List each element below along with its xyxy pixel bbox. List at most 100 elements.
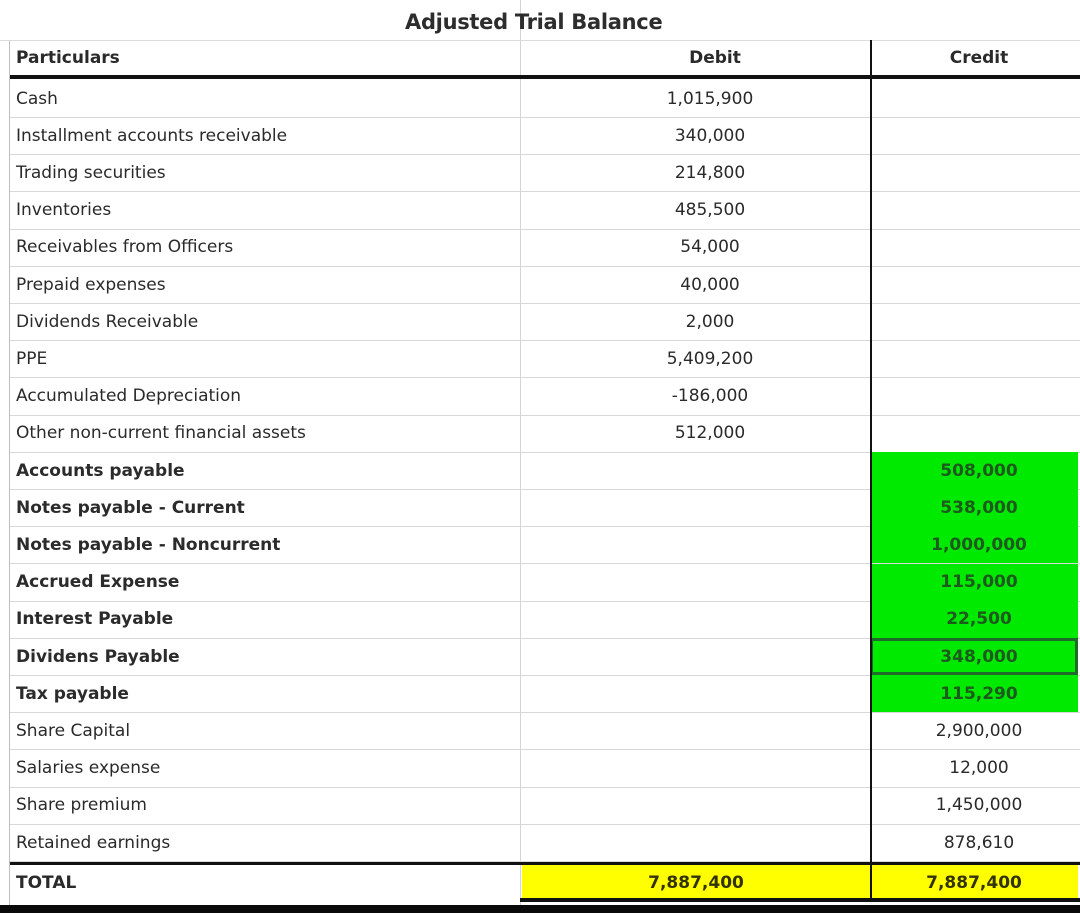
- credit-cell[interactable]: [870, 415, 1078, 452]
- table-row: Cash 1,015,900: [10, 80, 1080, 118]
- table-row: Share Capital 2,900,000: [10, 712, 1080, 751]
- total-label[interactable]: TOTAL: [16, 873, 77, 893]
- table-row: Notes payable - Noncurrent 1,000,000: [10, 526, 1080, 565]
- header-particulars[interactable]: Particulars: [16, 47, 120, 68]
- table-row: Dividens Payable 348,000: [10, 638, 1080, 676]
- particulars-cell[interactable]: Dividens Payable: [16, 646, 180, 667]
- header-debit[interactable]: Debit: [689, 47, 741, 68]
- particulars-cell[interactable]: PPE: [16, 348, 48, 369]
- total-double-underline: [520, 898, 1080, 902]
- table-row: Retained earnings 878,610: [10, 824, 1080, 862]
- credit-cell[interactable]: 878,610: [943, 832, 1015, 853]
- row-header-edge: [9, 40, 10, 910]
- table-row: Trading securities 214,800: [10, 154, 1080, 193]
- debit-cell[interactable]: [520, 489, 870, 526]
- debit-cell[interactable]: [520, 526, 870, 563]
- debit-cell[interactable]: 2,000: [685, 311, 735, 332]
- credit-cell[interactable]: 2,900,000: [935, 720, 1023, 741]
- debit-cell[interactable]: [520, 787, 870, 824]
- title-row: Adjusted Trial Balance: [0, 0, 1080, 41]
- table-row: Installment accounts receivable 340,000: [10, 117, 1080, 156]
- table-row: Receivables from Officers 54,000: [10, 229, 1080, 267]
- header-row: Particulars Debit Credit: [10, 40, 1080, 79]
- credit-cell[interactable]: 538,000: [870, 489, 1078, 527]
- credit-cell[interactable]: 115,000: [870, 563, 1078, 601]
- credit-cell[interactable]: [870, 303, 1078, 340]
- particulars-cell[interactable]: Accumulated Depreciation: [16, 386, 242, 407]
- credit-cell[interactable]: 22,500: [870, 600, 1078, 638]
- debit-cell[interactable]: -186,000: [671, 386, 749, 407]
- debit-cell[interactable]: [520, 564, 870, 601]
- particulars-cell[interactable]: Accounts payable: [16, 460, 185, 481]
- debit-credit-divider: [870, 40, 872, 900]
- particulars-cell[interactable]: Share Capital: [16, 720, 131, 741]
- credit-cell[interactable]: 12,000: [949, 758, 1009, 779]
- total-credit[interactable]: 7,887,400: [870, 865, 1078, 901]
- credit-cell[interactable]: [870, 340, 1078, 377]
- debit-cell[interactable]: [520, 712, 870, 749]
- particulars-cell[interactable]: Other non-current financial assets: [16, 423, 306, 444]
- credit-cell[interactable]: [870, 154, 1078, 191]
- credit-cell[interactable]: [870, 192, 1078, 229]
- credit-cell[interactable]: 115,290: [870, 675, 1078, 713]
- particulars-cell[interactable]: Receivables from Officers: [16, 237, 234, 258]
- credit-cell[interactable]: [870, 378, 1078, 415]
- particulars-cell[interactable]: Accrued Expense: [16, 572, 180, 593]
- table-row: Prepaid expenses 40,000: [10, 266, 1080, 304]
- particulars-cell[interactable]: Tax payable: [16, 683, 129, 704]
- debit-cell[interactable]: [520, 675, 870, 712]
- debit-cell[interactable]: 5,409,200: [666, 348, 754, 369]
- gridline-debit-left: [520, 0, 521, 913]
- table-row: Notes payable - Current 538,000: [10, 489, 1080, 528]
- debit-cell[interactable]: [520, 824, 870, 861]
- particulars-cell[interactable]: Retained earnings: [16, 832, 171, 853]
- table-row: Share premium 1,450,000: [10, 787, 1080, 825]
- debit-cell[interactable]: 512,000: [674, 423, 746, 444]
- table-row: Salaries expense 12,000: [10, 750, 1080, 788]
- table-row: PPE 5,409,200: [10, 340, 1080, 379]
- table-row: Accounts payable 508,000: [10, 452, 1080, 490]
- particulars-cell[interactable]: Notes payable - Current: [16, 497, 245, 518]
- credit-cell[interactable]: 508,000: [870, 452, 1078, 489]
- credit-cell[interactable]: 348,000: [870, 638, 1078, 675]
- debit-cell[interactable]: [520, 601, 870, 638]
- table-row: Tax payable 115,290: [10, 675, 1080, 714]
- particulars-cell[interactable]: Cash: [16, 88, 58, 109]
- table-row: Dividends Receivable 2,000: [10, 303, 1080, 342]
- particulars-cell[interactable]: Installment accounts receivable: [16, 125, 288, 146]
- particulars-cell[interactable]: Interest Payable: [16, 609, 174, 630]
- debit-cell[interactable]: [520, 638, 870, 675]
- total-debit[interactable]: 7,887,400: [522, 865, 870, 901]
- debit-cell[interactable]: [520, 750, 870, 787]
- credit-cell[interactable]: [870, 229, 1078, 266]
- debit-cell[interactable]: 340,000: [674, 125, 746, 146]
- particulars-cell[interactable]: Share premium: [16, 795, 147, 816]
- particulars-cell[interactable]: Trading securities: [16, 162, 166, 183]
- debit-cell[interactable]: 54,000: [680, 237, 740, 258]
- particulars-cell[interactable]: Notes payable - Noncurrent: [16, 534, 281, 555]
- debit-cell[interactable]: [520, 452, 870, 489]
- table-row: Inventories 485,500: [10, 192, 1080, 230]
- credit-cell[interactable]: [870, 266, 1078, 303]
- debit-cell[interactable]: 485,500: [674, 200, 746, 221]
- particulars-cell[interactable]: Prepaid expenses: [16, 274, 166, 295]
- credit-cell[interactable]: 1,450,000: [935, 795, 1023, 816]
- debit-cell[interactable]: 40,000: [680, 274, 740, 295]
- table-row: Accrued Expense 115,000: [10, 563, 1080, 602]
- bottom-border: [0, 905, 1080, 913]
- credit-cell[interactable]: 1,000,000: [870, 526, 1078, 564]
- particulars-cell[interactable]: Dividends Receivable: [16, 311, 199, 332]
- credit-cell[interactable]: [870, 80, 1078, 117]
- particulars-cell[interactable]: Inventories: [16, 200, 112, 221]
- credit-cell[interactable]: [870, 117, 1078, 154]
- table-row: Accumulated Depreciation -186,000: [10, 378, 1080, 416]
- table-row: Interest Payable 22,500: [10, 600, 1080, 639]
- total-row: TOTAL 7,887,400 7,887,400: [10, 862, 1080, 901]
- header-credit[interactable]: Credit: [949, 47, 1009, 68]
- table-row: Other non-current financial assets 512,00…: [10, 415, 1080, 453]
- debit-cell[interactable]: 1,015,900: [666, 88, 754, 109]
- particulars-cell[interactable]: Salaries expense: [16, 758, 161, 779]
- sheet-title[interactable]: Adjusted Trial Balance: [405, 10, 663, 34]
- debit-cell[interactable]: 214,800: [674, 162, 746, 183]
